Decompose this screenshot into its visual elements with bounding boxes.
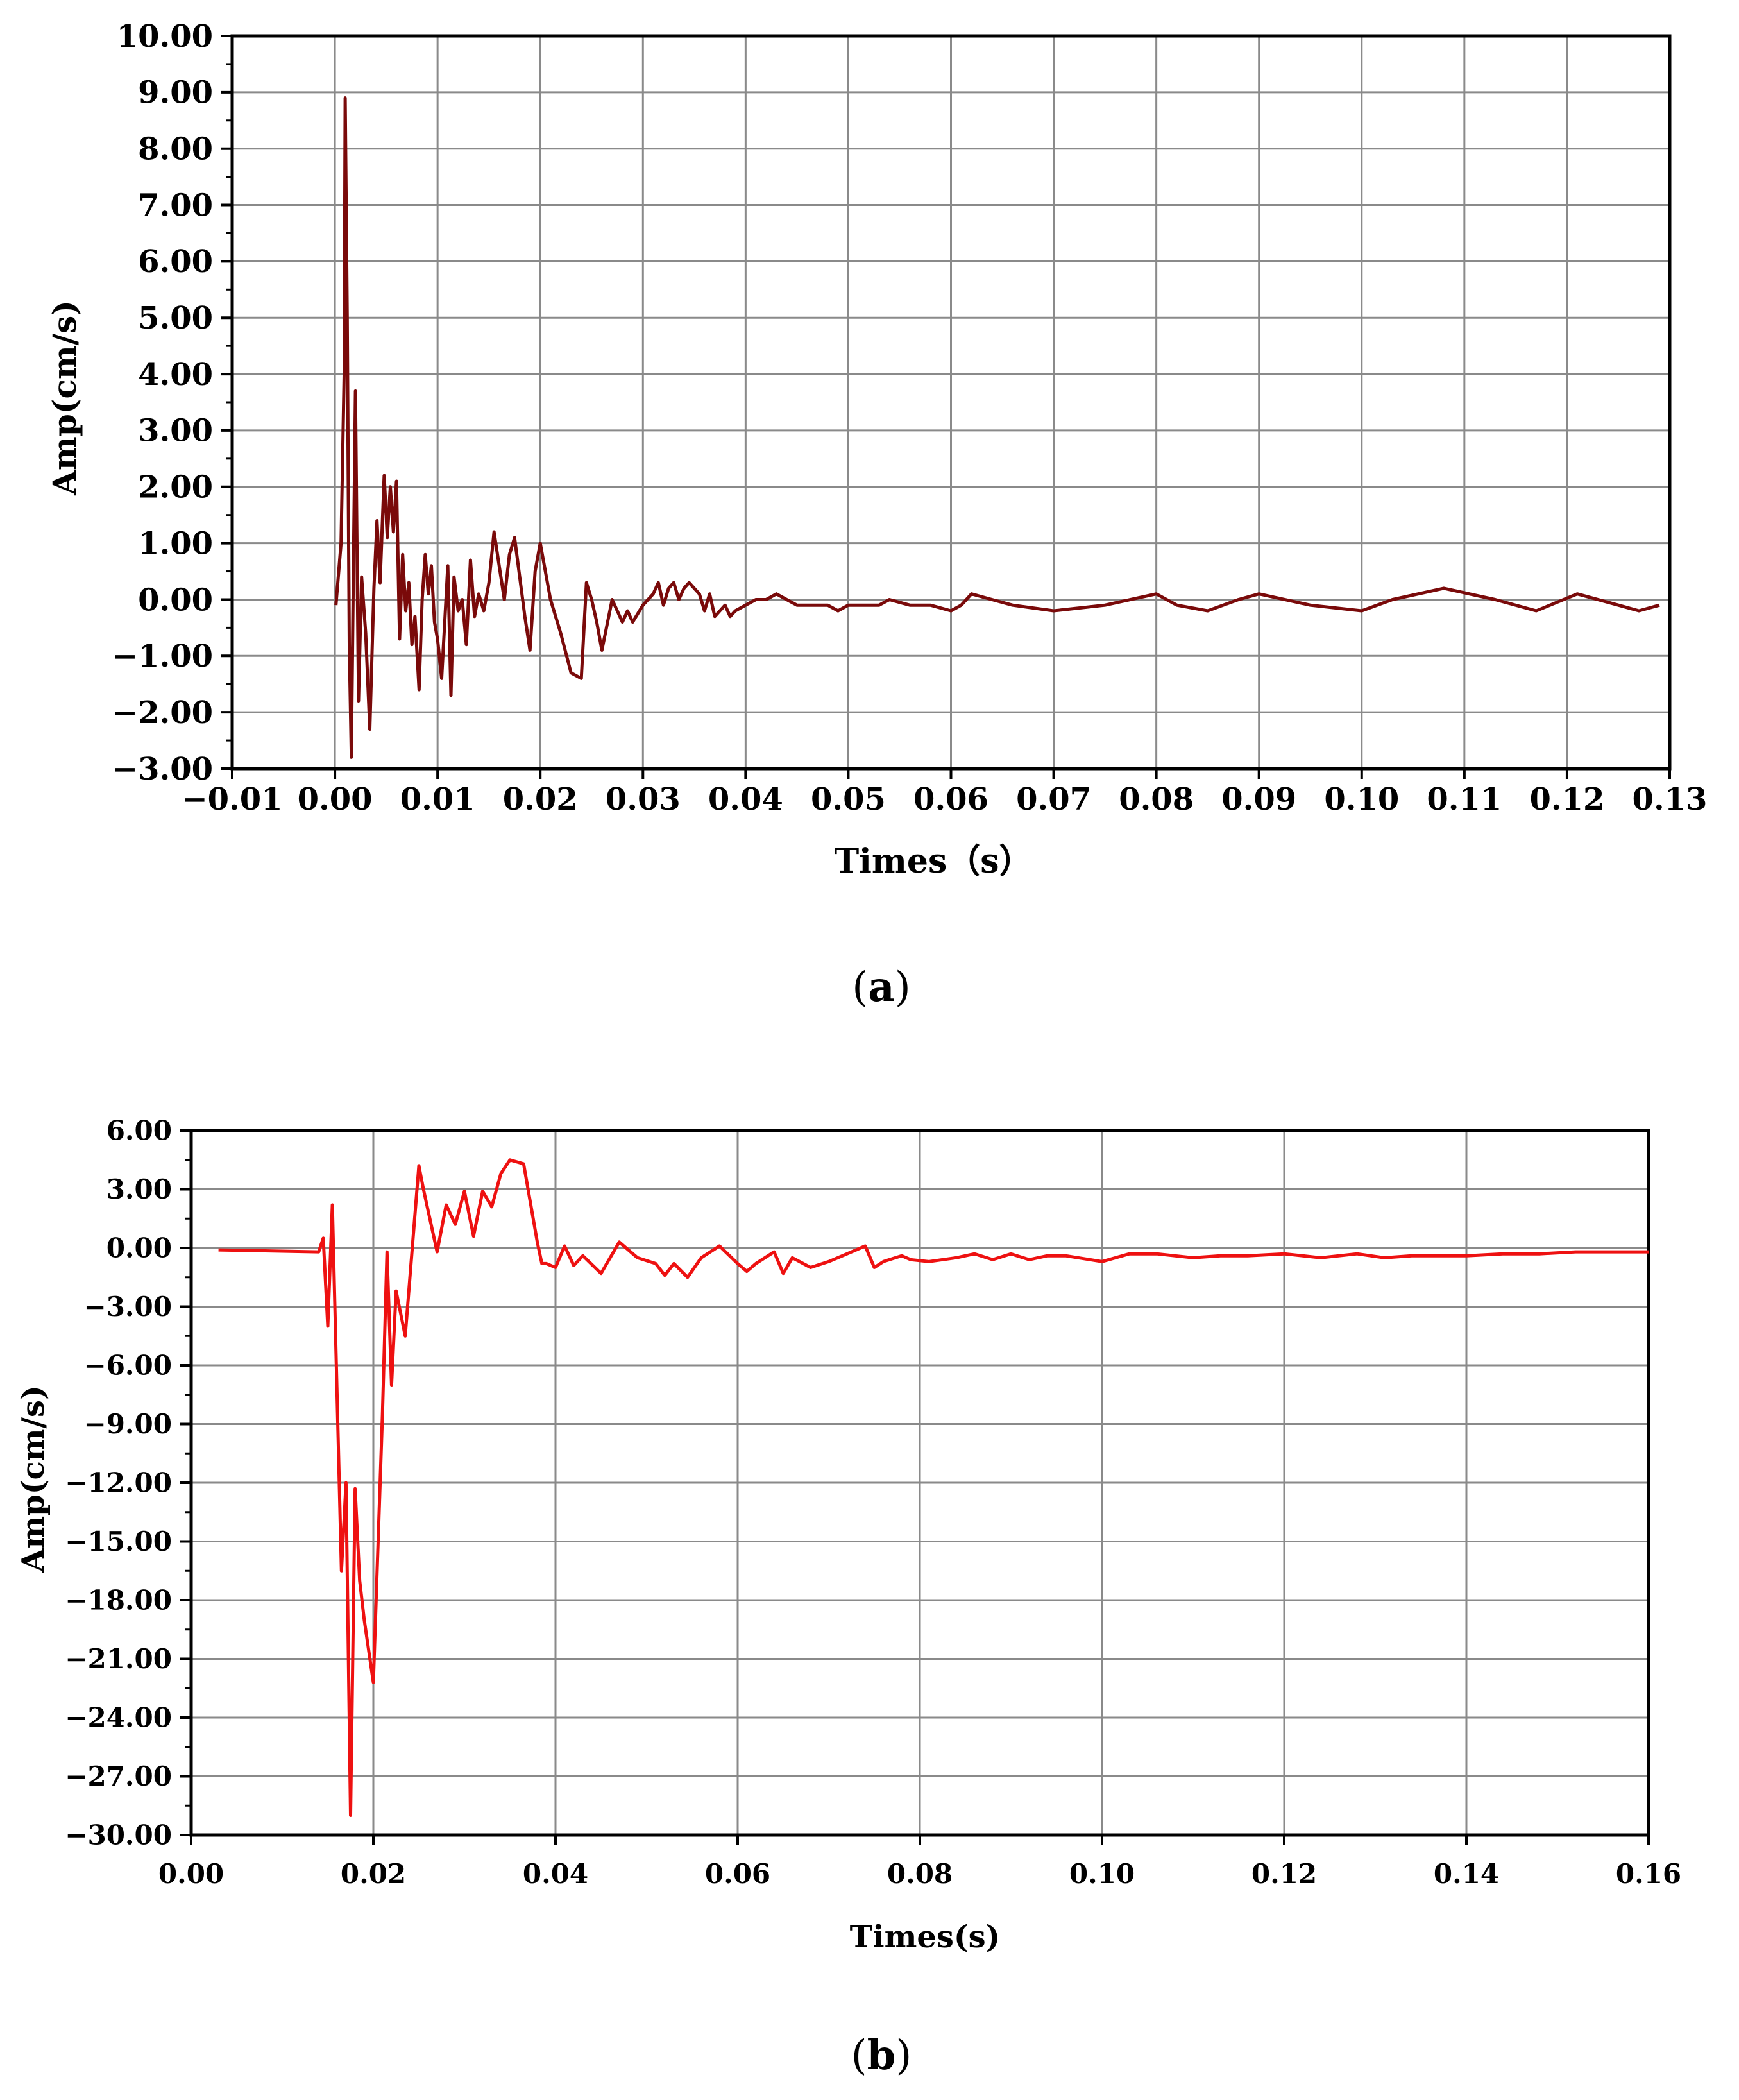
y-tick-label: 3.00 bbox=[138, 413, 213, 449]
y-tick-label: −24.00 bbox=[65, 1702, 172, 1734]
x-tick-label: 0.02 bbox=[503, 781, 578, 817]
plot-frame-a bbox=[230, 34, 1672, 771]
x-tick-label: 0.12 bbox=[1251, 1858, 1317, 1890]
y-tick-label: 3.00 bbox=[106, 1174, 172, 1205]
x-tick-label: 0.00 bbox=[298, 781, 373, 817]
series-line bbox=[218, 1158, 1649, 1817]
x-tick-label: 0.07 bbox=[1016, 781, 1091, 817]
y-tick-label: 6.00 bbox=[138, 244, 213, 280]
y-tick-label: −30.00 bbox=[65, 1820, 172, 1851]
tick-marks-b bbox=[180, 1129, 1650, 1845]
series-a bbox=[334, 96, 1660, 759]
tick-marks-a bbox=[221, 35, 1671, 779]
y-tick-label: 4.00 bbox=[138, 357, 213, 393]
x-tick-label: 0.10 bbox=[1069, 1858, 1135, 1890]
x-tick-label: 0.14 bbox=[1434, 1858, 1499, 1890]
y-tick-label: 2.00 bbox=[138, 470, 213, 506]
x-tick-label: 0.09 bbox=[1221, 781, 1296, 817]
x-tick-label: 0.08 bbox=[887, 1858, 953, 1890]
chart-panel-a: −0.01 0.00 0.01 0.02 0.03 0.04 0.05 0.06 0.07 0.0… bbox=[46, 19, 1707, 1011]
x-tick-label: 0.11 bbox=[1427, 781, 1502, 817]
y-tick-label: −18.00 bbox=[65, 1585, 172, 1616]
y-axis-label-a: Amp(cm/s) bbox=[46, 300, 83, 496]
y-tick-label: −6.00 bbox=[84, 1350, 172, 1381]
y-tick-label: 7.00 bbox=[138, 187, 213, 223]
y-tick-label: −3.00 bbox=[112, 751, 213, 787]
y-tick-label: −15.00 bbox=[65, 1526, 172, 1557]
x-axis-label-b: Times(s) bbox=[850, 1919, 1001, 1955]
x-tick-label: 0.02 bbox=[341, 1858, 406, 1890]
y-tick-label: −21.00 bbox=[65, 1643, 172, 1675]
caption-b: (b) bbox=[851, 2031, 912, 2079]
y-tick-label: −12.00 bbox=[65, 1467, 172, 1499]
x-tick-label: 0.06 bbox=[913, 781, 988, 817]
x-tick-label: 0.10 bbox=[1324, 781, 1399, 817]
x-tick-label: 0.04 bbox=[523, 1858, 588, 1890]
x-tick-label: 0.00 bbox=[158, 1858, 224, 1890]
x-tick-labels-b: 0.00 0.02 0.04 0.06 0.08 0.10 0.12 0.14 0.16 bbox=[158, 1858, 1681, 1890]
y-tick-label: −1.00 bbox=[112, 638, 213, 674]
y-tick-label: −3.00 bbox=[84, 1291, 172, 1322]
y-tick-label: 1.00 bbox=[138, 525, 213, 561]
y-tick-label: −27.00 bbox=[65, 1761, 172, 1792]
y-axis-label-b: Amp(cm/s) bbox=[15, 1385, 51, 1573]
x-tick-label: 0.08 bbox=[1119, 781, 1194, 817]
x-tick-label: 0.01 bbox=[400, 781, 475, 817]
x-tick-labels-a: −0.01 0.00 0.01 0.02 0.03 0.04 0.05 0.06 0.07 0.0… bbox=[182, 781, 1707, 817]
x-tick-label: 0.05 bbox=[811, 781, 886, 817]
y-tick-label: 10.00 bbox=[117, 19, 213, 55]
y-tick-labels-b: 6.00 3.00 0.00 −3.00 −6.00 −9.00 −12.00 −15.00 −… bbox=[65, 1115, 172, 1851]
plot-frame-b bbox=[189, 1129, 1650, 1837]
x-tick-label: 0.06 bbox=[705, 1858, 770, 1890]
grid-a bbox=[232, 36, 1670, 769]
y-tick-labels-a: 10.00 9.00 8.00 7.00 6.00 5.00 4.00 3.00 2.00 1.0… bbox=[112, 19, 213, 787]
x-tick-label: 0.12 bbox=[1529, 781, 1604, 817]
x-axis-label-a: Times（s） bbox=[834, 842, 1032, 881]
series-b bbox=[218, 1158, 1649, 1817]
x-tick-label: 0.13 bbox=[1633, 781, 1708, 817]
y-tick-label: 0.00 bbox=[106, 1233, 172, 1264]
y-tick-label: 6.00 bbox=[106, 1115, 172, 1147]
series-line bbox=[334, 96, 1660, 759]
y-tick-label: 5.00 bbox=[138, 300, 213, 336]
x-tick-label: 0.04 bbox=[708, 781, 783, 817]
caption-a: (a) bbox=[852, 963, 910, 1011]
grid-b bbox=[191, 1131, 1649, 1835]
y-tick-label: 0.00 bbox=[138, 582, 213, 618]
chart-panel-b: 0.00 0.02 0.04 0.06 0.08 0.10 0.12 0.14 0.16 6.0… bbox=[15, 1115, 1681, 2079]
x-tick-label: 0.03 bbox=[606, 781, 681, 817]
y-tick-label: −2.00 bbox=[112, 695, 213, 731]
x-tick-label: −0.01 bbox=[182, 781, 282, 817]
x-tick-label: 0.16 bbox=[1616, 1858, 1681, 1890]
y-tick-label: 8.00 bbox=[138, 131, 213, 167]
y-tick-label: −9.00 bbox=[84, 1408, 172, 1440]
y-tick-label: 9.00 bbox=[138, 75, 213, 111]
